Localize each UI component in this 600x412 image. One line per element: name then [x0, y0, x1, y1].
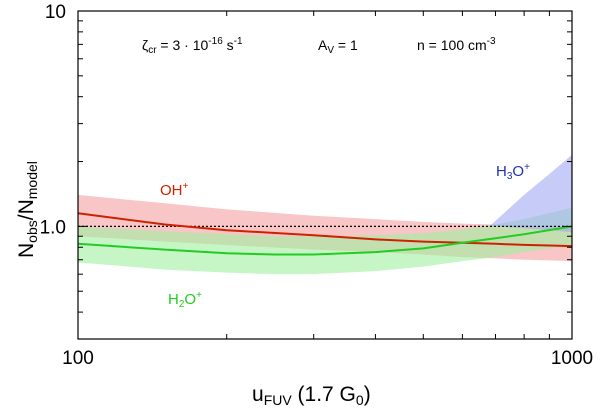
annotation-density: n = 100 cm-3	[417, 36, 496, 53]
series-label-h2o-plus: H2O+	[168, 290, 202, 310]
y-tick-label: 10	[45, 2, 66, 23]
plot-frame	[77, 10, 573, 340]
series-label-oh-plus: OH+	[160, 181, 189, 199]
annotation-zeta: ζcr = 3 · 10-16 s-1	[142, 36, 243, 56]
axis-ticks	[77, 10, 573, 340]
band-h3o-plus	[489, 154, 572, 233]
axis-tick-labels: 100 1000 1.0 10	[40, 2, 594, 369]
y-tick-label: 1.0	[40, 217, 66, 238]
y-axis-title: Nobs/Nmodel	[15, 161, 40, 258]
series-label-h3o-plus: H3O+	[496, 162, 530, 182]
x-tick-label: 100	[62, 348, 94, 369]
band-h2o-plus	[78, 207, 572, 275]
line-oh-plus	[77, 212, 573, 248]
line-h2o-plus	[77, 225, 573, 256]
x-tick-label: 1000	[551, 348, 593, 369]
annotation-av: AV = 1	[318, 37, 358, 56]
x-axis-title: uFUV (1.7 G0)	[252, 383, 371, 408]
series-lines	[77, 212, 573, 256]
